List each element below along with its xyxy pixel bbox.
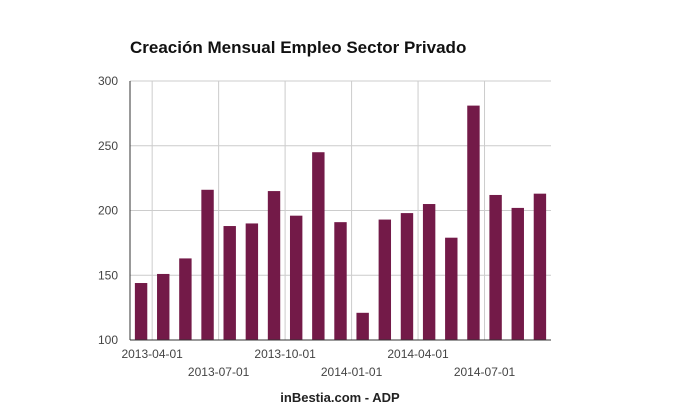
y-tick-label: 100	[98, 333, 118, 347]
bar	[201, 189, 214, 340]
bar	[334, 222, 347, 340]
bar	[179, 258, 192, 340]
x-tick-label: 2013-07-01	[188, 365, 250, 379]
bar	[445, 237, 458, 340]
bar	[489, 194, 502, 340]
y-tick-label: 250	[98, 139, 118, 153]
bar	[511, 207, 524, 340]
y-tick-label: 150	[98, 268, 118, 282]
source-footer: inBestia.com - ADP	[280, 390, 400, 405]
y-tick-label: 200	[98, 204, 118, 218]
bar	[312, 152, 325, 340]
bar	[223, 226, 236, 340]
bar	[157, 273, 170, 340]
bar	[134, 283, 148, 340]
y-tick-label: 300	[98, 74, 118, 88]
bar	[245, 223, 259, 340]
x-tick-label: 2014-01-01	[321, 365, 383, 379]
x-tick-label: 2014-07-01	[454, 365, 516, 379]
bar	[400, 213, 414, 340]
bar	[422, 204, 436, 340]
y-tick-labels: 100 150 200 250 300	[98, 74, 118, 347]
axes	[129, 81, 551, 341]
bar	[289, 215, 303, 340]
x-tick-labels: 2013-04-01 2013-07-01 2013-10-01 2014-01-01…	[121, 347, 515, 379]
x-tick-label: 2013-04-01	[121, 347, 183, 361]
bar	[378, 219, 392, 340]
bar	[533, 193, 547, 340]
bar	[267, 191, 281, 340]
x-tick-label: 2013-10-01	[254, 347, 316, 361]
bar	[356, 312, 369, 340]
bars	[134, 105, 547, 340]
bar	[467, 105, 480, 340]
chart-title: Creación Mensual Empleo Sector Privado	[130, 38, 467, 57]
x-tick-label: 2014-04-01	[387, 347, 449, 361]
